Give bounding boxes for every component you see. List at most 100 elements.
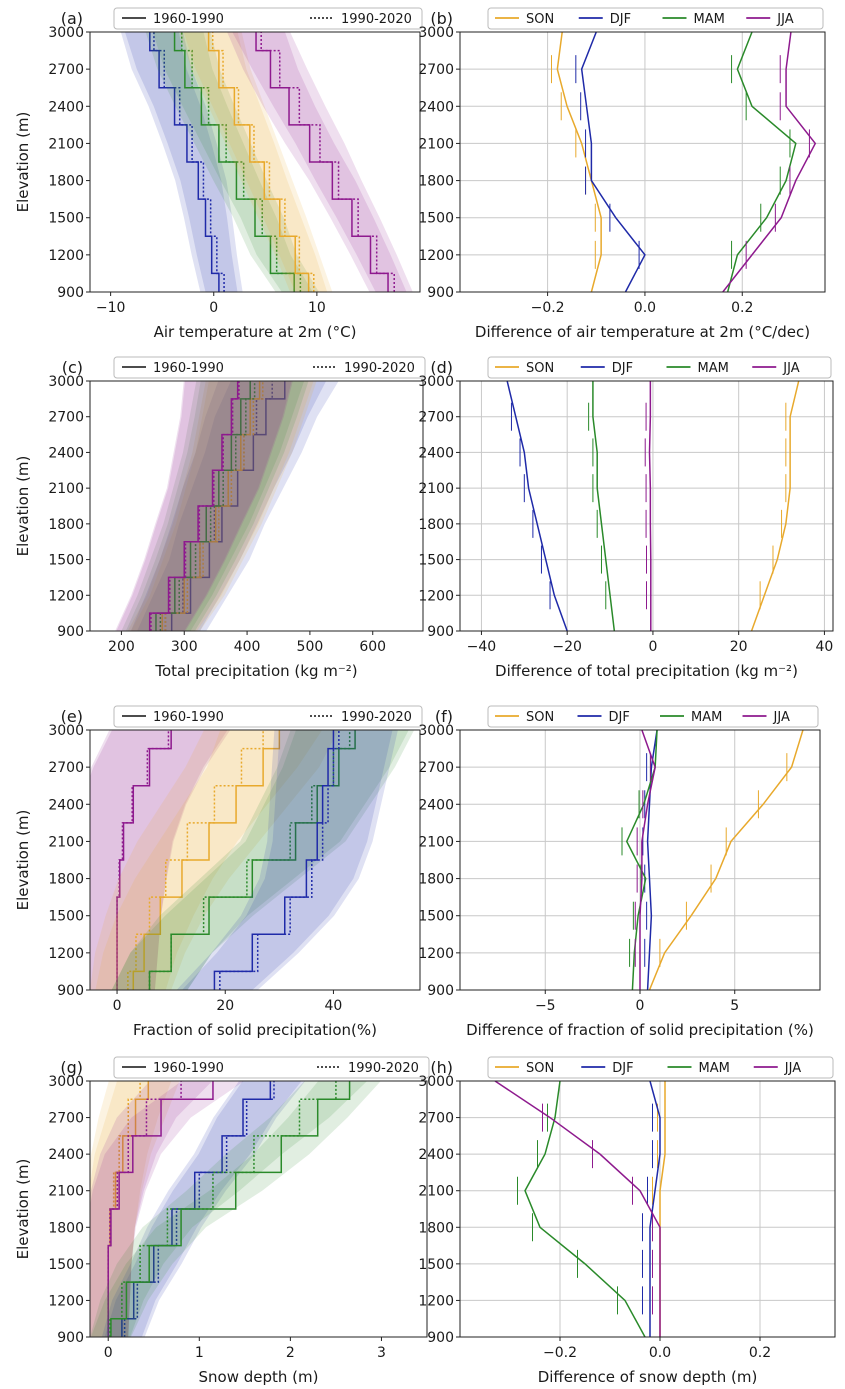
y-tick-label: 2700 <box>48 1111 84 1127</box>
legend-label: 1960-1990 <box>153 361 224 376</box>
legend-label: DJF <box>610 12 631 27</box>
legend-box <box>487 705 819 728</box>
y-tick-label: 900 <box>57 983 84 999</box>
diff-line-SON <box>556 32 602 292</box>
y-tick-label: 1500 <box>418 211 454 227</box>
legend-box <box>113 356 426 379</box>
y-tick-label: 900 <box>427 285 454 301</box>
y-tick-label: 1500 <box>48 553 84 569</box>
step-line-MAM-1990-2020 <box>148 730 351 990</box>
legend-box <box>113 1056 430 1079</box>
x-tick-label: 0.0 <box>634 300 656 316</box>
y-tick-label: 2400 <box>418 445 454 461</box>
legend-season: SON DJF MAM JJA <box>487 705 819 728</box>
legend-box <box>487 356 832 379</box>
plot-area-f <box>460 730 820 990</box>
y-tick-label: 1800 <box>48 872 84 888</box>
y-tick-label: 2400 <box>48 797 84 813</box>
legend-label: DJF <box>612 361 633 376</box>
y-tick-label: 900 <box>57 1330 84 1346</box>
step-line-MAM-1960-1990 <box>148 730 356 990</box>
axes-frame-c <box>89 380 424 632</box>
panel-label: (d) <box>430 358 453 377</box>
panel-label: (e) <box>61 707 83 726</box>
y-tick-label: 2700 <box>48 410 84 426</box>
diff-line-DJF <box>649 1081 661 1337</box>
x-axis-label: Total precipitation (kg m⁻²) <box>154 662 357 680</box>
y-tick-label: 2700 <box>418 1111 454 1127</box>
diff-line-MAM <box>726 32 797 292</box>
y-tick-label: 1200 <box>418 946 454 962</box>
panel-d: 900 1200 1500 1800 2100 2400 2700 3000 −40 −20 0 20… <box>418 356 834 680</box>
legend-label: 1990-2020 <box>348 1061 419 1076</box>
diff-line-DJF <box>506 381 568 631</box>
y-tick-label: 3000 <box>418 25 454 41</box>
legend-label: JJA <box>773 710 790 725</box>
y-tick-label: 2700 <box>418 410 454 426</box>
diff-line-JJA <box>722 32 817 292</box>
panel-a: 900 1200 1500 1800 2100 2400 2700 3000 −10 0 10 Air… <box>14 7 423 341</box>
legend-box <box>113 705 423 728</box>
y-tick-label: 2100 <box>48 481 84 497</box>
legend-box <box>113 7 423 30</box>
y-tick-label: 2400 <box>418 1147 454 1163</box>
y-tick-label: 2100 <box>418 136 454 152</box>
panel-g: 900 1200 1500 1800 2100 2400 2700 3000 0 1 2 3 Snow … <box>14 1056 430 1386</box>
y-tick-label: 1500 <box>48 909 84 925</box>
panel-label: (c) <box>62 358 83 377</box>
diff-line-MAM <box>592 381 616 631</box>
legend-label: SON <box>526 12 554 27</box>
y-tick-label: 900 <box>427 624 454 640</box>
legend-label: DJF <box>612 1061 633 1076</box>
axes-frame-d <box>459 380 834 632</box>
legend-label: MAM <box>691 710 722 725</box>
legend-label: 1990-2020 <box>344 361 415 376</box>
panel-label: (b) <box>430 9 453 28</box>
x-tick-label: 0 <box>209 300 218 316</box>
y-tick-label: 2100 <box>48 834 84 850</box>
step-line-MAM-1960-1990 <box>110 1081 351 1337</box>
x-tick-label: 10 <box>308 300 326 316</box>
y-tick-label: 3000 <box>418 374 454 390</box>
axes-frame-b <box>459 31 826 293</box>
y-tick-label: 3000 <box>48 25 84 41</box>
diff-line-DJF <box>646 730 658 990</box>
step-line-SON-1990-2020 <box>164 381 264 631</box>
legend-period: 1960-1990 1990-2020 <box>113 356 426 379</box>
y-tick-label: 1200 <box>48 248 84 264</box>
legend-season: SON DJF MAM JJA <box>487 1056 834 1079</box>
step-line-JJA-1960-1990 <box>255 32 389 292</box>
plot-area-a <box>120 32 413 292</box>
x-tick-label: −40 <box>467 639 497 655</box>
y-tick-label: 2400 <box>418 797 454 813</box>
y-axis-label: Elevation (m) <box>14 1159 32 1260</box>
band-DJF-1960-1990 <box>120 32 238 292</box>
legend-label: SON <box>526 710 554 725</box>
x-tick-label: 0.2 <box>749 1345 771 1361</box>
legend-box <box>487 1056 834 1079</box>
y-tick-label: 1500 <box>418 553 454 569</box>
step-line-MAM-1990-2020 <box>181 32 302 292</box>
diff-line-SON <box>750 381 800 631</box>
y-tick-label: 3000 <box>48 374 84 390</box>
y-tick-label: 1800 <box>418 1220 454 1236</box>
y-tick-label: 1500 <box>48 1257 84 1273</box>
band-JJA-1990-2020 <box>90 1081 213 1337</box>
panel-label: (f) <box>435 707 453 726</box>
step-line-DJF-1990-2020 <box>219 730 340 990</box>
legend-label: MAM <box>698 361 729 376</box>
band-DJF-1990-2020 <box>124 32 243 292</box>
legend-season: SON DJF MAM JJA <box>487 356 832 379</box>
panel-label: (h) <box>430 1058 453 1077</box>
step-line-SON-1960-1990 <box>207 32 310 292</box>
step-line-MAM-1960-1990 <box>173 32 295 292</box>
y-axis-label: Elevation (m) <box>14 810 32 911</box>
plot-area-h <box>460 1081 835 1337</box>
y-tick-label: 900 <box>57 285 84 301</box>
x-tick-label: 300 <box>171 639 198 655</box>
y-tick-label: 2400 <box>418 99 454 115</box>
axes-frame-g <box>89 1080 428 1338</box>
band-JJA-1990-2020 <box>90 730 228 990</box>
band-DJF-1960-1990 <box>176 730 393 990</box>
y-tick-label: 1200 <box>48 1293 84 1309</box>
